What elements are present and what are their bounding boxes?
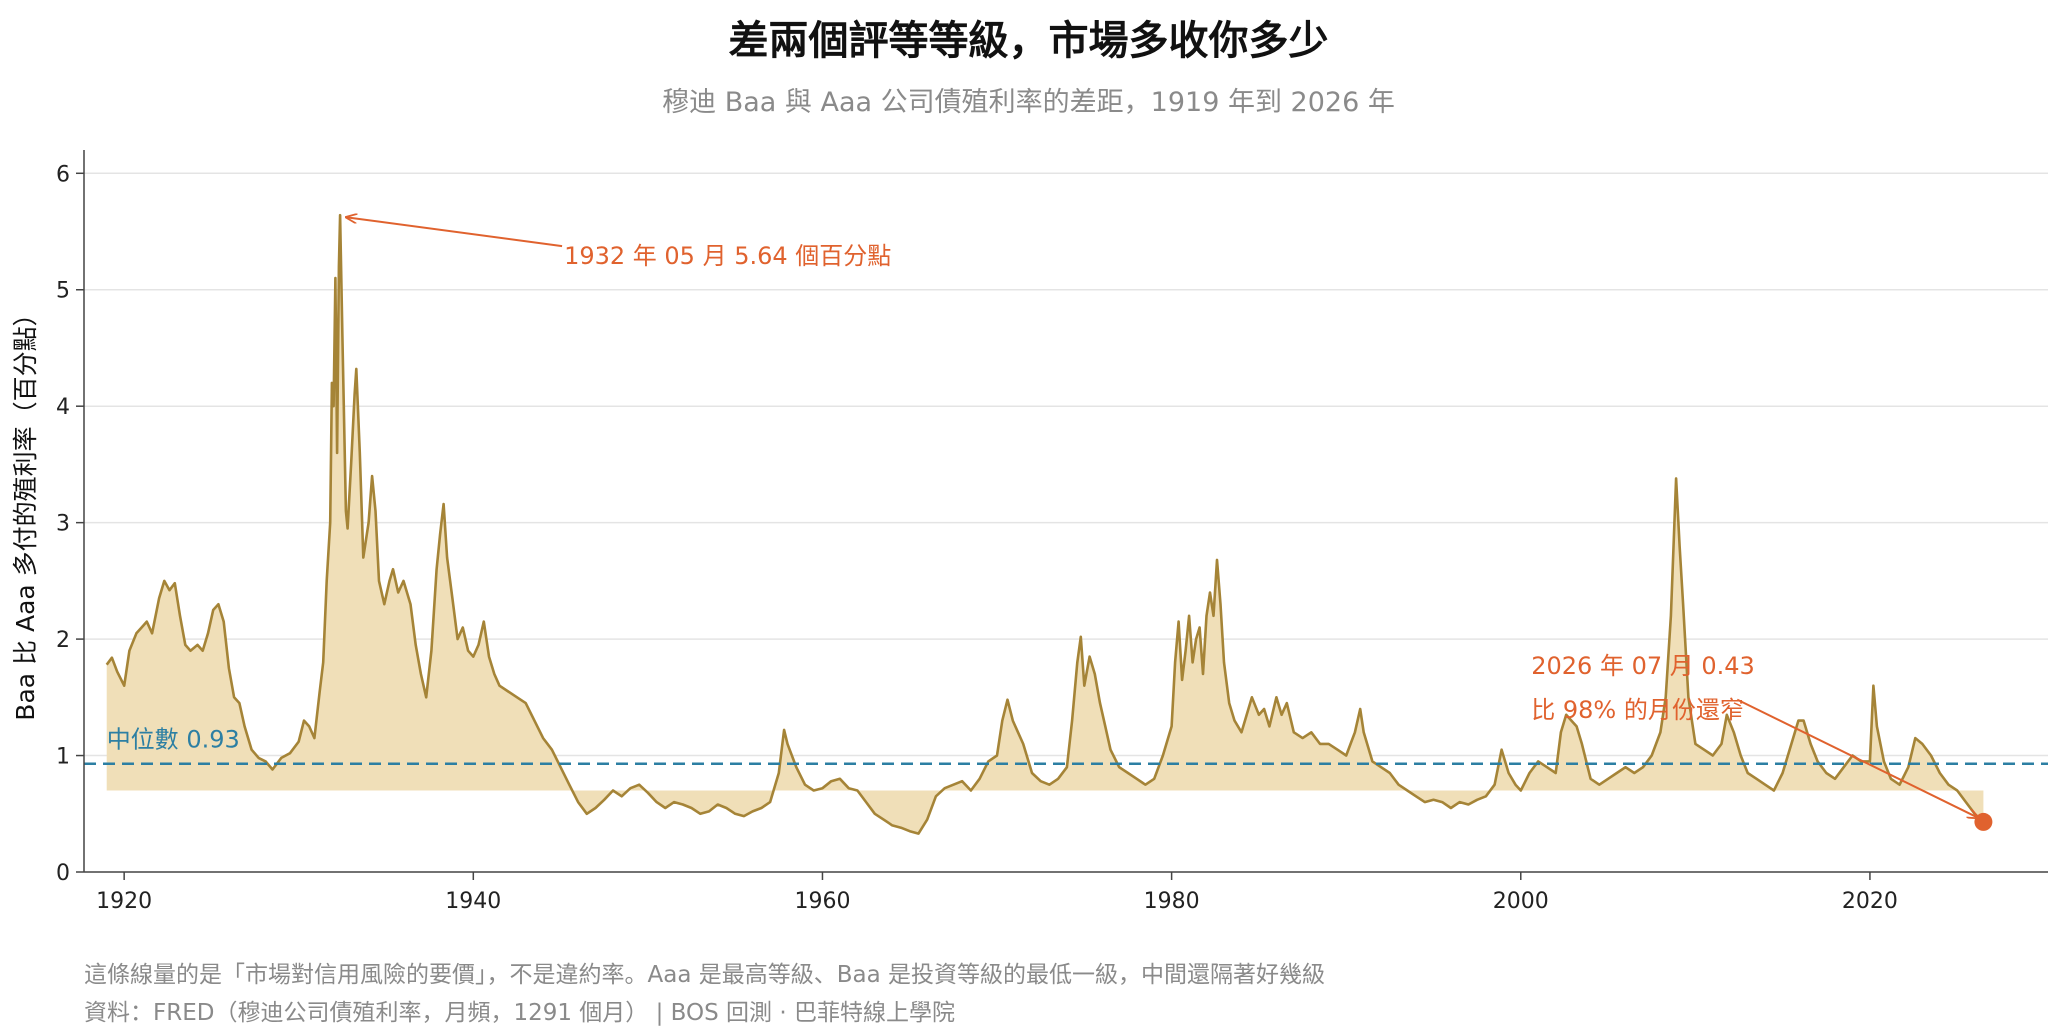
y-tick-label: 0 (56, 861, 70, 886)
y-tick-label: 3 (56, 512, 70, 537)
y-axis-label: Baa 比 Aaa 多付的殖利率（百分點） (11, 301, 40, 720)
chart-title: 差兩個評等等級，市場多收你多少 (728, 18, 1329, 64)
spread-line (105, 213, 1985, 835)
y-tick-label: 2 (56, 628, 70, 653)
y-tick-label: 6 (56, 162, 70, 187)
x-tick-label: 1960 (794, 889, 850, 914)
x-tick-label: 1920 (96, 889, 152, 914)
footnote-source: 資料：FRED（穆迪公司債殖利率，月頻，1291 個月） | BOS 回測 · … (84, 1000, 955, 1026)
chart-subtitle: 穆迪 Baa 與 Aaa 公司債殖利率的差距，1919 年到 2026 年 (662, 87, 1395, 118)
x-tick-label: 1980 (1144, 889, 1200, 914)
latest-point-marker (1974, 812, 1993, 831)
latest-annotation-line1: 2026 年 07 月 0.43 (1531, 652, 1755, 680)
axes: 0 1 2 3 4 5 6 1920 1940 1960 1980 2000 2020 (56, 150, 2048, 914)
peak-arrow (346, 217, 563, 248)
latest-arrow (1736, 698, 1978, 818)
median-label: 中位數 0.93 (107, 726, 240, 754)
peak-annotation: 1932 年 05 月 5.64 個百分點 (564, 242, 891, 270)
footnote-explanation: 這條線量的是「市場對信用風險的要價」，不是違約率。Aaa 是最高等級、Baa 是… (84, 962, 1326, 988)
x-tick-label: 2020 (1842, 889, 1898, 914)
y-tick-label: 1 (56, 745, 70, 770)
x-tick-label: 1940 (445, 889, 501, 914)
latest-annotation-line2: 比 98% 的月份還窄 (1531, 696, 1744, 724)
y-tick-label: 4 (56, 395, 70, 420)
spread-area-fill (106, 215, 1984, 834)
y-tick-label: 5 (56, 279, 70, 304)
x-tick-label: 2000 (1493, 889, 1549, 914)
